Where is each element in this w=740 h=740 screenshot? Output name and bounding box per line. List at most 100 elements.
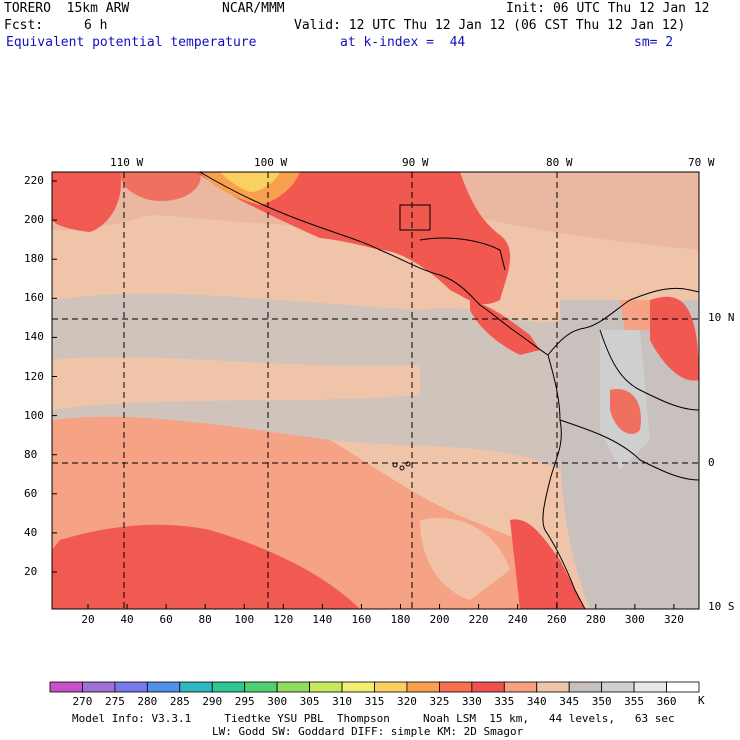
- colorbar-swatch: [406, 681, 440, 693]
- field-yellow-spot: [220, 172, 280, 192]
- colorbar-swatch: [438, 681, 473, 693]
- colorbar-swatch: [568, 681, 603, 693]
- colorbar-swatch: [536, 681, 570, 693]
- colorbar-swatch: [471, 681, 505, 693]
- colorbar-level-label: 350: [591, 695, 612, 708]
- field-pale-blob: [420, 518, 510, 600]
- field-shading: [52, 172, 699, 609]
- border-belize: [399, 204, 431, 231]
- border-colombia: [599, 329, 700, 411]
- x-tick-label: 240: [507, 613, 528, 626]
- coast-south-america: [542, 354, 586, 610]
- colorbar-level-label: 345: [559, 695, 580, 708]
- colorbar-swatch: [114, 681, 148, 693]
- colorbar-level-label: 280: [137, 695, 158, 708]
- colorbar-level-label: 300: [267, 695, 288, 708]
- colorbar-swatch: [666, 681, 700, 693]
- lat-label-equator: 0: [708, 456, 715, 469]
- y-tick-label: 80: [24, 447, 38, 461]
- init-time: Init: 06 UTC Thu 12 Jan 12: [506, 1, 710, 16]
- colorbar-level-label: 285: [169, 695, 190, 708]
- x-tick-label: 180: [390, 613, 411, 626]
- x-tick-label: 280: [585, 613, 606, 626]
- y-tick-label: 200: [24, 213, 44, 227]
- colorbar-level-label: 270: [72, 695, 93, 708]
- field-red-peru: [510, 519, 585, 609]
- colorbar-swatch: [309, 681, 343, 693]
- coastlines: [199, 171, 700, 610]
- smoothing-label: sm= 2: [634, 35, 674, 50]
- field-red-mexico: [195, 172, 511, 305]
- colorbar-level-label: 315: [364, 695, 385, 708]
- x-tick-label: 260: [546, 613, 567, 626]
- galapagos-1: [392, 462, 398, 468]
- colorbar-swatch: [82, 681, 116, 693]
- y-tick-label: 160: [24, 291, 44, 305]
- colorbar-swatch: [49, 681, 83, 693]
- y-tick-label: 120: [24, 369, 44, 383]
- x-tick-label: 20: [81, 613, 95, 626]
- lon-label-70w: 70 W: [688, 156, 715, 169]
- colorbar-swatch: [601, 681, 635, 693]
- forecast-hour: 6 h: [84, 18, 108, 33]
- level-label: at k-index = 44: [340, 35, 466, 50]
- colorbar-swatch: [211, 681, 246, 693]
- field-red-south: [52, 524, 360, 609]
- colorbar-level-label: 325: [429, 695, 450, 708]
- coast-mexico-ca: [199, 171, 549, 356]
- colorbar-level-label: 310: [332, 695, 352, 708]
- x-tick-marks: [87, 604, 675, 609]
- model-title: TORERO 15km ARW: [4, 1, 130, 16]
- x-tick-label: 40: [120, 613, 134, 626]
- colorbar-level-label: 275: [104, 695, 125, 708]
- field-red-venezuela: [650, 296, 699, 381]
- field-mid-band: [52, 357, 420, 410]
- x-tick-label: 140: [312, 613, 333, 626]
- colorbar-level-label: 305: [299, 695, 320, 708]
- colorbar-unit: K: [698, 694, 705, 707]
- lon-label-90w: 90 W: [402, 156, 429, 169]
- x-tick-label: 300: [624, 613, 645, 626]
- plot-frame: [51, 171, 700, 610]
- colorbar-level-label: 295: [234, 695, 255, 708]
- graticule: [52, 172, 699, 609]
- field-red-isthmus: [470, 300, 540, 355]
- y-tick-label: 60: [24, 486, 38, 500]
- valid-time: Valid: 12 UTC Thu 12 Jan 12 (06 CST Thu …: [294, 18, 686, 33]
- colorbar-swatch: [179, 681, 213, 693]
- galapagos-3: [405, 461, 411, 467]
- border-ecuador-peru: [559, 419, 700, 481]
- y-tick-label: 100: [24, 408, 44, 422]
- colorbar-level-label: 340: [526, 695, 547, 708]
- y-tick-label: 180: [24, 252, 44, 266]
- field-red-colombia: [610, 389, 641, 434]
- field-red-nw2: [120, 172, 201, 201]
- lat-label-10n: 10 N: [708, 311, 735, 324]
- x-tick-label: 200: [429, 613, 450, 626]
- model-info: Model Info: V3.3.1 Tiedtke YSU PBL Thomp…: [72, 712, 675, 725]
- y-tick-label: 40: [24, 525, 38, 539]
- lon-label-110w: 110 W: [110, 156, 144, 169]
- forecast-label: Fcst:: [4, 18, 44, 33]
- colorbar-swatch: [146, 681, 181, 693]
- x-tick-label: 60: [159, 613, 173, 626]
- field-name: Equivalent potential temperature: [6, 35, 257, 50]
- lat-label-10s: 10 S: [708, 600, 735, 613]
- x-tick-label: 100: [234, 613, 255, 626]
- x-tick-label: 160: [351, 613, 372, 626]
- colorbar-level-label: 360: [656, 695, 677, 708]
- y-tick-label: 140: [24, 330, 44, 344]
- colorbar-swatch: [341, 681, 375, 693]
- colorbar-level-label: 355: [624, 695, 645, 708]
- colorbar-level-label: 290: [202, 695, 223, 708]
- center-label: NCAR/MMM: [222, 1, 285, 16]
- colorbar-swatch: [633, 681, 667, 693]
- colorbar-swatch: [374, 681, 408, 693]
- x-tick-label: 320: [663, 613, 684, 626]
- field-pink-colombia: [620, 300, 650, 330]
- x-tick-label: 220: [468, 613, 489, 626]
- colorbar-level-label: 320: [397, 695, 417, 708]
- lon-label-80w: 80 W: [546, 156, 573, 169]
- colorbar-swatch: [503, 681, 538, 693]
